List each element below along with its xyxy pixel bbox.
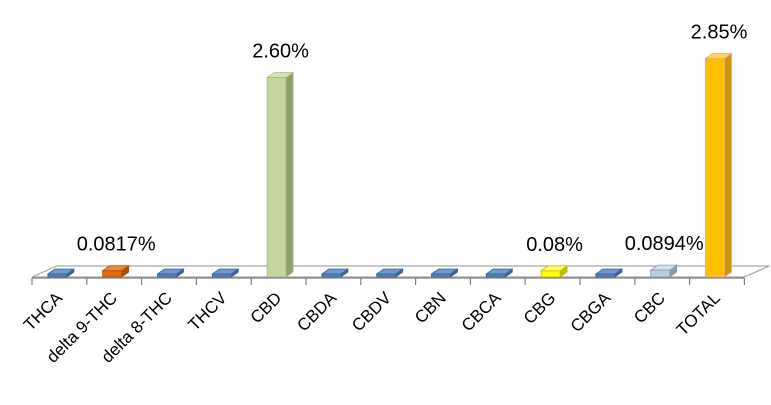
bar-cbd <box>265 71 295 278</box>
bar-front-face <box>485 273 506 278</box>
x-tick-label: CBG <box>520 288 559 327</box>
bars-group <box>46 52 733 278</box>
x-tick-label: CBDA <box>293 288 340 335</box>
bar-front-face <box>540 270 561 278</box>
bar-cbn <box>430 268 459 278</box>
bar-thcv <box>211 268 240 278</box>
bar-delta-8-thc <box>156 268 185 278</box>
data-label: 2.60% <box>252 41 309 63</box>
bar-front-face <box>595 273 616 278</box>
bar-cbda <box>320 268 350 278</box>
data-label: 0.0817% <box>77 234 156 256</box>
bar-front-face <box>431 273 451 278</box>
bar-front-face <box>157 273 177 278</box>
bar-thca <box>46 268 76 278</box>
x-tick-label: TOTAL <box>673 288 724 339</box>
bar-side-face <box>285 71 294 278</box>
x-tick-label: CBN <box>411 288 450 327</box>
data-label: 2.85% <box>691 22 748 44</box>
bar-cbca <box>485 268 514 278</box>
bar-front-face <box>650 269 671 278</box>
data-labels-group: 0.0817% 2.60% 0.08% 0.0894% 2.85% <box>77 22 748 256</box>
bar-delta-9-thc <box>101 264 130 278</box>
bar-front-face <box>705 58 725 278</box>
x-axis <box>31 277 746 285</box>
bar-front-face <box>321 273 342 278</box>
x-tick-label: THCA <box>20 288 67 335</box>
x-tick-label: CBC <box>630 288 669 327</box>
x-tick-label: CBCA <box>458 288 505 335</box>
bar-cbdv <box>375 268 404 278</box>
x-tick-label: CBGA <box>567 288 615 336</box>
x-tick-label: CBD <box>247 288 286 327</box>
bar-front-face <box>211 273 232 278</box>
bar-front-face <box>102 270 123 278</box>
bar-cbg <box>539 265 569 278</box>
bar-total <box>704 52 733 278</box>
x-tick-label: THCV <box>184 288 231 335</box>
bar-front-face <box>47 273 68 278</box>
bar-front-face <box>376 273 397 278</box>
x-tick-label: CBDV <box>348 288 395 335</box>
bar-front-face <box>266 77 287 278</box>
data-label: 0.08% <box>526 234 583 256</box>
bar-cbc <box>649 264 678 278</box>
bar-cbga <box>594 268 624 278</box>
data-label: 0.0894% <box>625 233 704 255</box>
bar-side-face <box>724 52 732 278</box>
